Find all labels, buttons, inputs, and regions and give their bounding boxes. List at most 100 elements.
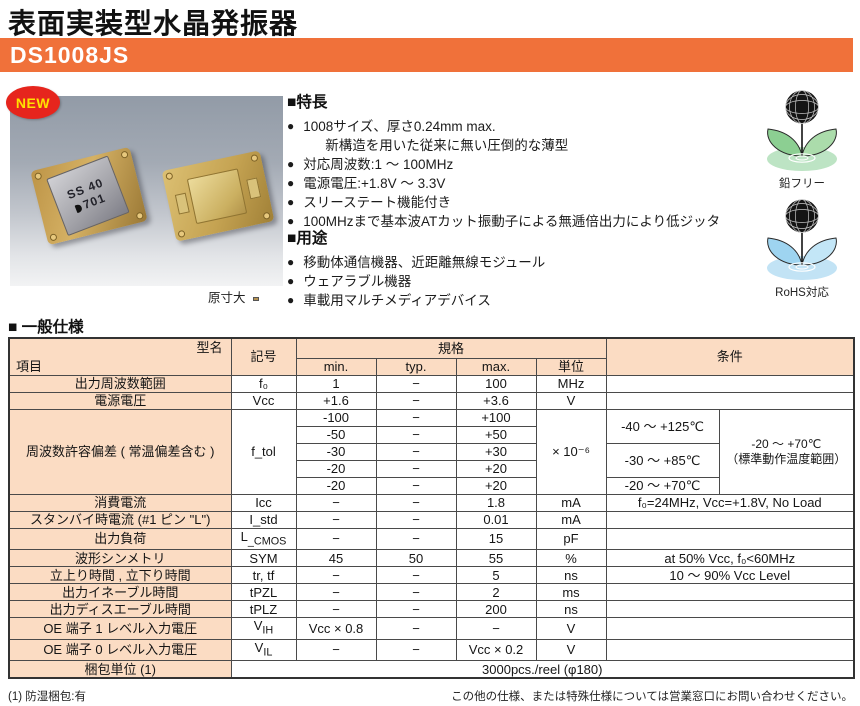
features-heading: ■特長 <box>287 94 328 111</box>
spec-cell: 出力イネーブル時間 <box>8 583 232 602</box>
use-item-text: 移動体通信機器、近距離無線モジュール <box>303 255 546 270</box>
spec-cell <box>605 617 855 640</box>
spec-row: 梱包単位 (1) 3000pcs./reel (φ180) <box>8 660 855 679</box>
bullet-icon: ● <box>287 119 295 133</box>
spec-cell: 出力ディスエーブル時間 <box>8 600 232 619</box>
spec-cell: − <box>375 391 457 410</box>
spec-cell: +20 <box>455 476 537 495</box>
spec-cell: pF <box>535 527 607 551</box>
spec-cell: -20 <box>295 476 377 495</box>
oscillator-chip-bottom-view <box>161 150 275 242</box>
spec-cell: 3000pcs./reel (φ180) <box>230 660 855 679</box>
spec-row: 波形シンメトリ SYM 45 50 55% at 50% Vcc, f₀<60MHz <box>8 549 855 568</box>
spec-row: -20− +20 -20 ～ +70℃ <box>9 476 854 495</box>
chip-side-pad <box>246 177 262 200</box>
spec-cell: − <box>375 493 457 512</box>
feature-item: ● 電源電圧:+1.8V ～ 3.3V <box>287 174 742 193</box>
rohs-label: RoHS対応 <box>775 287 829 299</box>
spec-cell: ms <box>535 583 607 602</box>
chip-side-pad <box>174 192 190 215</box>
spec-cell: -20 <box>295 459 377 478</box>
spec-cell: f₀=24MHz, Vcc=+1.8V, No Load <box>605 493 855 512</box>
feature-item: ● 対応周波数:1 ～ 100MHz <box>287 155 742 174</box>
product-photo: SS 40 701 <box>10 96 283 286</box>
condition-column-header: 条件 <box>605 337 855 376</box>
spec-cell: Vcc <box>230 391 297 410</box>
spec-row: 立上り時間 , 立下り時間 tr, tf − −5 ns 10 ～ 90% Vcc Lev… <box>8 566 855 585</box>
chip-die: SS 40 701 <box>46 155 130 237</box>
uses-section: ■用途 ● 移動体通信機器、近距離無線モジュール ● ウェアラブル機器 ● 車載用マルチメ… <box>287 226 742 310</box>
spec-cell: − <box>375 408 457 427</box>
spec-cell: tPZL <box>230 583 297 602</box>
spec-cell: tPLZ <box>230 600 297 619</box>
spec-cell: − <box>295 566 377 585</box>
spec-cell: − <box>375 510 457 529</box>
unit-column-header: 単位 <box>535 357 607 376</box>
spec-cell: 出力負荷 <box>8 527 232 551</box>
spec-cell: at 50% Vcc, f₀<60MHz <box>605 549 855 568</box>
spec-cell: 梱包単位 (1) <box>8 660 232 679</box>
spec-header-diagonal-cell: 型名 項目 <box>8 337 232 376</box>
spec-cell: +20 <box>455 459 537 478</box>
spec-cell: − <box>295 638 377 662</box>
spec-cell: − <box>375 583 457 602</box>
spec-cell: -100 <box>295 408 377 427</box>
spec-cell: 15 <box>455 527 537 551</box>
spec-row: 出力イネーブル時間 tPZL − −2 ms <box>8 583 855 602</box>
spec-cell: Icc <box>230 493 297 512</box>
spec-cell <box>605 527 855 551</box>
spec-cell <box>605 638 855 662</box>
spec-cell: -30 <box>295 442 377 461</box>
spec-cell: 55 <box>455 549 537 568</box>
chip-corner-pad <box>120 150 129 159</box>
spec-cell: V <box>535 391 607 410</box>
spec-cell: × 10⁻⁶ <box>535 408 607 495</box>
bullet-icon: ● <box>287 255 295 269</box>
chip-corner-pad <box>165 172 174 181</box>
item-label: 項目 <box>16 358 43 374</box>
rohs-globe-icon <box>767 199 837 280</box>
bullet-icon: ● <box>287 293 295 307</box>
spec-cell: OE 端子 0 レベル入力電圧 <box>8 638 232 662</box>
chip-center-pad <box>186 168 248 225</box>
footnotes: (1) 防湿梱包:有 この他の仕様、または特殊仕様については営業窓口にお問い合わ… <box>8 688 853 704</box>
spec-cell: 200 <box>455 600 537 619</box>
spec-cell: 45 <box>295 549 377 568</box>
eco-icons: 鉛フリー RoHS対応 <box>752 86 852 304</box>
spec-cell: スタンバイ時電流 (#1 ピン "L") <box>8 510 232 529</box>
feature-item-text: 対応周波数:1 ～ 100MHz <box>303 157 454 172</box>
spec-cell: − <box>375 459 457 478</box>
max-column-header: max. <box>455 357 537 376</box>
chip-corner-pad <box>250 153 259 163</box>
chip-corner-pad <box>262 211 271 220</box>
leadfree-globe-icon <box>767 90 837 171</box>
spec-row: -20− +20 <box>9 459 854 478</box>
spec-cell: − <box>295 600 377 619</box>
spec-cell: − <box>375 476 457 495</box>
footnote-contact: この他の仕様、または特殊仕様については営業窓口にお問い合わせください。 <box>451 691 853 703</box>
model-banner: DS1008JS <box>0 38 853 72</box>
spec-cell: V <box>535 617 607 640</box>
feature-item-subtext: 新構造を用いた従来に無い圧倒的な薄型 <box>325 138 569 153</box>
spec-cell: -40 ～ +125℃ <box>605 408 720 444</box>
spec-cell: Vcc × 0.8 <box>295 617 377 640</box>
spec-row: 出力周波数範囲 f₀ 1−100 MHz <box>8 374 855 393</box>
spec-cell <box>605 600 855 619</box>
use-item: ● 移動体通信機器、近距離無線モジュール <box>287 253 742 272</box>
use-item-text: ウェアラブル機器 <box>303 274 412 289</box>
feature-item: ● スリーステート機能付き <box>287 193 742 212</box>
symbol-column-header: 記号 <box>230 337 297 376</box>
use-item-text: 車載用マルチメディアデバイス <box>303 293 491 308</box>
spec-cell: L_CMOS <box>230 527 297 551</box>
spec-cell: f₀ <box>230 374 297 393</box>
features-list: ● 1008サイズ、厚さ0.24mm max. 新構造を用いた従来に無い圧倒的な薄型… <box>287 117 742 231</box>
spec-cell: 消費電流 <box>8 493 232 512</box>
spec-cell: − <box>375 527 457 551</box>
spec-row: 出力負荷 L_CMOS − −15 pF <box>8 527 855 551</box>
leadfree-label: 鉛フリー <box>779 178 825 190</box>
oscillator-chip-top-view: SS 40 701 <box>30 146 148 246</box>
feature-item: ● 100MHzまで基本波ATカット振動子による無逓倍出力により低ジッタ <box>287 212 742 231</box>
spec-cell: tr, tf <box>230 566 297 585</box>
spec-cell: 0.01 <box>455 510 537 529</box>
spec-cell: − <box>455 617 537 640</box>
